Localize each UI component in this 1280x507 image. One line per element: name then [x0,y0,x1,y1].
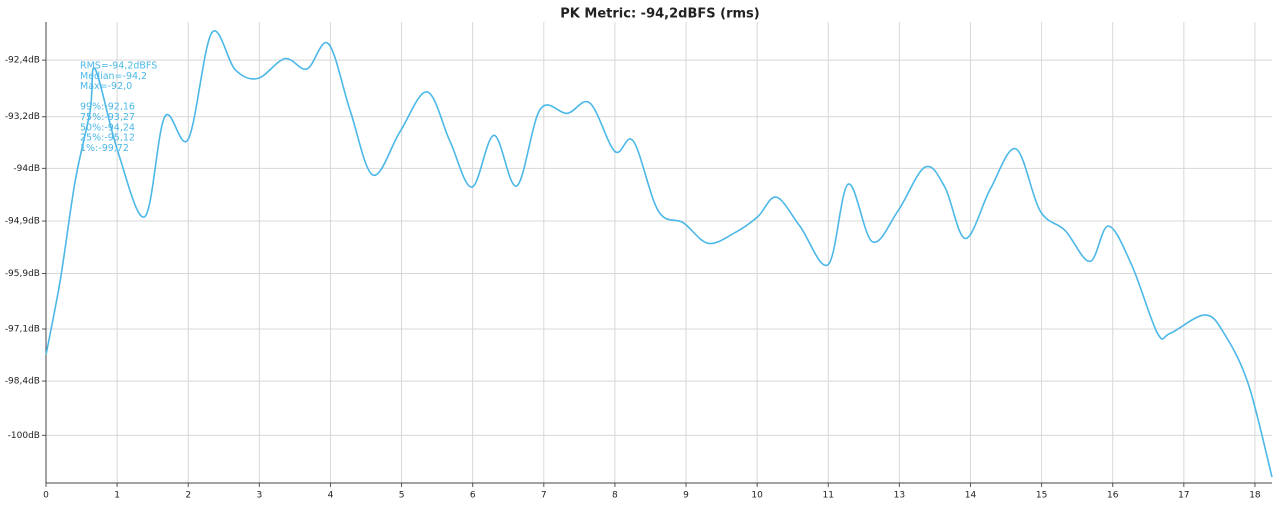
x-tick-label: 6 [470,491,476,501]
series-line [45,30,1273,478]
y-tick-label: -92,4dB [5,56,40,66]
x-tick-label: 11 [823,491,834,501]
annotation: Median=-94,2 [80,71,147,82]
x-tick-label: 0 [43,491,49,501]
annotation: 25%:-95,12 [80,133,135,144]
y-tick-label: -94,9dB [5,217,40,227]
annotation: Max=-92,0 [80,81,132,92]
x-tick-label: 10 [751,491,763,501]
x-tick-label: 2 [185,491,191,501]
chart-title: PK Metric: -94,2dBFS (rms) [560,7,759,22]
x-tick-label: 14 [965,491,977,501]
y-tick-label: -95,9dB [5,269,40,279]
annotation: 50%:-94,24 [80,122,135,133]
x-tick-label: 4 [328,491,334,501]
x-tick-label: 17 [1178,491,1189,501]
x-tick-label: 8 [612,491,618,501]
x-tick-label: 1 [114,491,120,501]
y-tick-label: -94dB [13,164,40,174]
annotation: 75%:-93,27 [80,112,135,123]
y-tick-label: -100dB [8,431,40,441]
annotation: RMS=-94,2dBFS [80,61,157,72]
x-tick-label: 16 [1107,491,1119,501]
x-tick-label: 15 [1036,491,1047,501]
x-tick-label: 13 [894,491,905,501]
x-tick-label: 5 [399,491,405,501]
x-tick-label: 18 [1249,491,1261,501]
y-tick-label: -98,4dB [5,377,40,387]
annotation: 1%:-99,72 [80,143,129,154]
y-tick-label: -97,1dB [5,325,40,335]
y-tick-label: -93,2dB [5,112,40,122]
x-tick-label: 3 [256,491,262,501]
x-tick-label: 9 [683,491,689,501]
annotation: 99%:-92,16 [80,102,135,113]
x-tick-label: 7 [541,491,547,501]
